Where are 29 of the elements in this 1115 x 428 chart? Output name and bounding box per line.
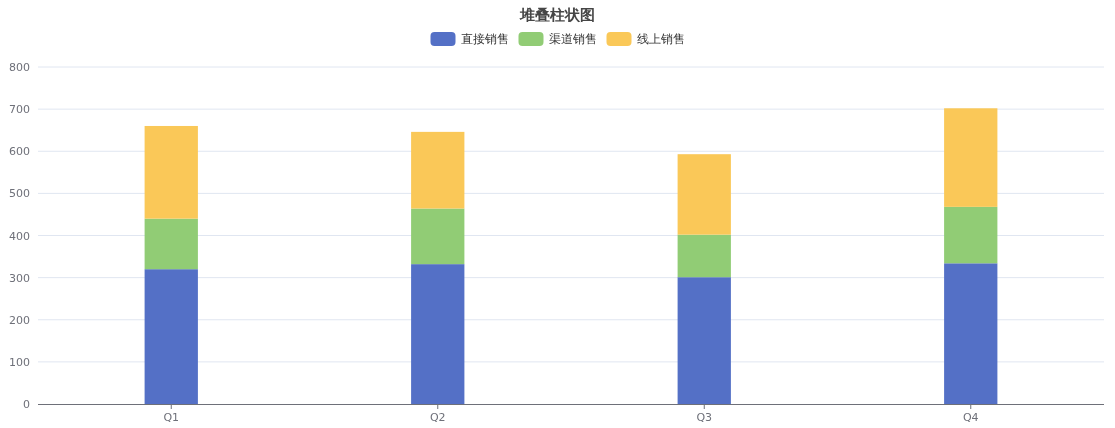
bar (411, 264, 465, 404)
legend-label: 渠道销售 (548, 32, 597, 46)
y-tick-label: 500 (9, 187, 30, 201)
bar (944, 263, 998, 404)
x-tick-label: Q4 (962, 411, 979, 424)
y-tick-label: 700 (9, 103, 30, 117)
bar (411, 208, 465, 265)
x-tick-label: Q1 (163, 411, 180, 424)
bar (677, 234, 731, 278)
bar (144, 218, 198, 270)
bar (944, 206, 998, 264)
bar (944, 108, 998, 207)
chart-title: 堆叠柱状图 (519, 6, 595, 24)
y-tick-label: 600 (9, 145, 30, 159)
bar (411, 131, 465, 209)
bar (144, 125, 198, 219)
y-tick-label: 300 (9, 271, 30, 285)
bar (677, 154, 731, 235)
bar (677, 277, 731, 404)
y-tick-label: 400 (9, 229, 30, 243)
y-tick-label: 0 (23, 398, 30, 411)
legend-label: 直接销售 (460, 32, 509, 46)
x-tick-label: Q3 (696, 411, 713, 424)
x-tick-label: Q2 (429, 411, 446, 424)
bar (144, 269, 198, 404)
y-tick-label: 100 (9, 355, 30, 369)
y-tick-label: 800 (9, 61, 30, 74)
legend-label: 线上销售 (636, 32, 685, 46)
y-tick-label: 200 (9, 313, 30, 327)
